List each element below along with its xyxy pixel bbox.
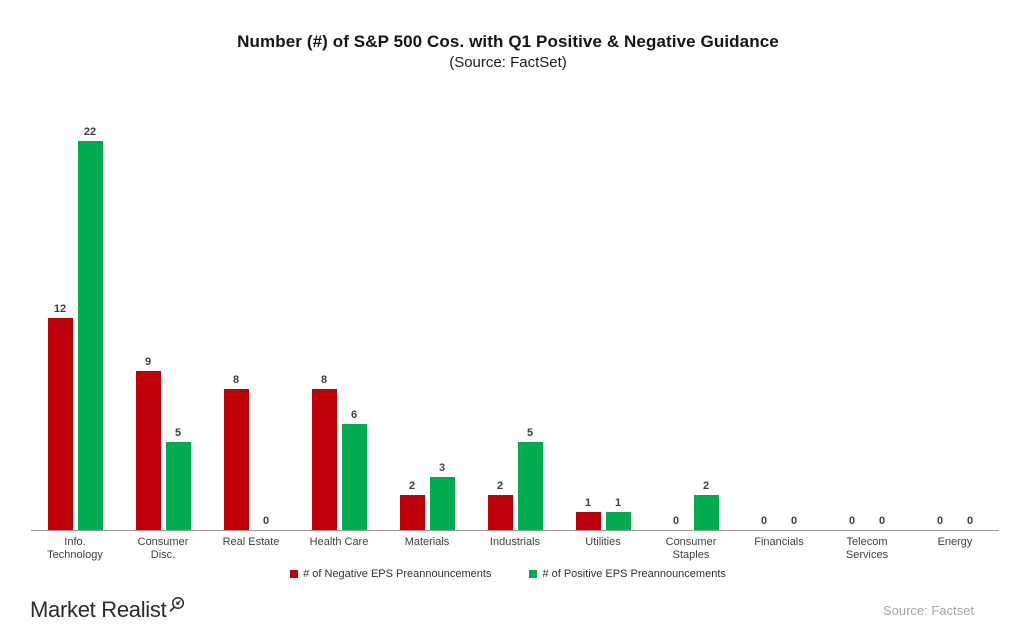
legend-item-negative: # of Negative EPS Preannouncements bbox=[290, 568, 491, 580]
legend-label-positive: # of Positive EPS Preannouncements bbox=[542, 568, 726, 580]
category-label: Real Estate bbox=[222, 536, 280, 548]
bar-negative: 8 bbox=[223, 374, 249, 530]
bar-negative: 1 bbox=[575, 497, 601, 530]
bar-value-label: 3 bbox=[438, 462, 446, 474]
bar-rect bbox=[223, 389, 249, 530]
bar-rect bbox=[47, 318, 73, 530]
bar-rect bbox=[311, 389, 337, 530]
bar-positive: 5 bbox=[165, 427, 191, 530]
bar-negative: 0 bbox=[840, 515, 865, 530]
category-label: Energy bbox=[937, 536, 973, 548]
title-block: Number (#) of S&P 500 Cos. with Q1 Posit… bbox=[0, 32, 1016, 71]
bar-value-label: 5 bbox=[174, 427, 182, 439]
bar-negative: 2 bbox=[399, 480, 425, 530]
category-label: Utilities bbox=[585, 536, 621, 548]
bar-value-label: 8 bbox=[232, 374, 240, 386]
bar-positive: 0 bbox=[870, 515, 895, 530]
bar-value-label: 1 bbox=[584, 497, 592, 509]
category-label: Consumer Staples bbox=[665, 536, 717, 561]
bar-value-label: 2 bbox=[702, 480, 710, 492]
bar-positive: 3 bbox=[429, 462, 455, 530]
bar-value-label: 0 bbox=[672, 515, 680, 527]
bar-group: 12 22 bbox=[31, 105, 119, 530]
bar-positive: 0 bbox=[782, 515, 807, 530]
bar-positive: 0 bbox=[254, 515, 279, 530]
category-axis: Info. Technology Consumer Disc. Real Estat… bbox=[31, 536, 999, 562]
bar-positive: 2 bbox=[693, 480, 719, 530]
bar-value-label: 2 bbox=[408, 480, 416, 492]
category-label: Materials bbox=[404, 536, 450, 548]
bar-negative: 0 bbox=[664, 515, 689, 530]
bar-negative: 9 bbox=[135, 356, 161, 530]
plot-area: 12 22 9 5 8 0 8 6 2 3 2 5 1 1 0 2 0 0 0 0 0 0 bbox=[31, 105, 999, 531]
category-label: Financials bbox=[754, 536, 804, 548]
bar-positive: 0 bbox=[958, 515, 983, 530]
bar-negative: 12 bbox=[47, 303, 73, 530]
bar-rect bbox=[165, 442, 191, 530]
bar-negative: 2 bbox=[487, 480, 513, 530]
bar-rect bbox=[399, 495, 425, 530]
bar-negative: 0 bbox=[928, 515, 953, 530]
bar-value-label: 0 bbox=[848, 515, 856, 527]
bar-value-label: 2 bbox=[496, 480, 504, 492]
legend-label-negative: # of Negative EPS Preannouncements bbox=[303, 568, 492, 580]
bar-value-label: 5 bbox=[526, 427, 534, 439]
bar-chart: 12 22 9 5 8 0 8 6 2 3 2 5 1 1 0 2 0 0 0 0 0 0 Info. Technolog… bbox=[31, 105, 999, 562]
bar-rect bbox=[487, 495, 513, 530]
category-label: Info. Technology bbox=[47, 536, 103, 561]
bar-positive: 6 bbox=[341, 409, 367, 530]
bar-positive: 22 bbox=[77, 126, 103, 530]
bar-value-label: 0 bbox=[262, 515, 270, 527]
bar-value-label: 12 bbox=[53, 303, 67, 315]
bar-value-label: 22 bbox=[83, 126, 97, 138]
bar-rect bbox=[135, 371, 161, 530]
category-label: Telecom Services bbox=[845, 536, 889, 561]
bar-value-label: 0 bbox=[936, 515, 944, 527]
legend: # of Negative EPS Preannouncements # of … bbox=[0, 568, 1016, 580]
bar-value-label: 0 bbox=[760, 515, 768, 527]
legend-item-positive: # of Positive EPS Preannouncements bbox=[529, 568, 726, 580]
bar-rect bbox=[341, 424, 367, 530]
category-label: Industrials bbox=[489, 536, 541, 548]
logo-text: Market Realist bbox=[30, 597, 167, 622]
bar-rect bbox=[517, 442, 543, 530]
bar-rect bbox=[77, 141, 103, 530]
magnifier-icon bbox=[168, 596, 185, 620]
category-label: Consumer Disc. bbox=[137, 536, 189, 561]
bar-value-label: 1 bbox=[614, 497, 622, 509]
bar-value-label: 9 bbox=[144, 356, 152, 368]
chart-subtitle: (Source: FactSet) bbox=[449, 54, 567, 71]
bar-value-label: 0 bbox=[966, 515, 974, 527]
bar-positive: 1 bbox=[605, 497, 631, 530]
bar-positive: 5 bbox=[517, 427, 543, 530]
chart-title: Number (#) of S&P 500 Cos. with Q1 Posit… bbox=[237, 32, 779, 51]
bar-rect bbox=[575, 512, 601, 530]
negative-series-swatch bbox=[290, 570, 299, 578]
bar-rect bbox=[693, 495, 719, 530]
bar-value-label: 0 bbox=[790, 515, 798, 527]
positive-series-swatch bbox=[529, 570, 538, 578]
market-realist-logo: Market Realist bbox=[30, 596, 185, 622]
bar-negative: 8 bbox=[311, 374, 337, 530]
bar-rect bbox=[429, 477, 455, 530]
bar-negative: 0 bbox=[752, 515, 777, 530]
bar-value-label: 8 bbox=[320, 374, 328, 386]
bar-rect bbox=[605, 512, 631, 530]
category-label: Health Care bbox=[309, 536, 369, 548]
bar-value-label: 6 bbox=[350, 409, 358, 421]
bar-value-label: 0 bbox=[878, 515, 886, 527]
source-note: Source: Factset bbox=[882, 603, 974, 618]
